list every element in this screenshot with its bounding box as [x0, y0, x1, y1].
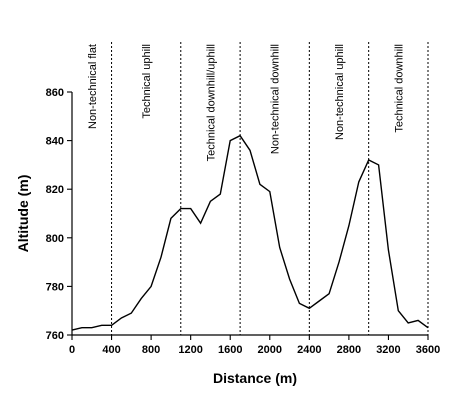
y-tick-label: 800 — [46, 233, 64, 245]
x-tick-label: 400 — [102, 344, 120, 356]
x-tick-label: 800 — [142, 344, 160, 356]
x-tick-label: 1200 — [178, 344, 202, 356]
x-tick-label: 2800 — [337, 344, 361, 356]
x-axis-title: Distance (m) — [213, 370, 297, 386]
x-tick-label: 2400 — [297, 344, 321, 356]
segment-label: Technical downhill — [393, 44, 405, 133]
segment-label: Non-technical downhill — [270, 44, 282, 154]
altitude-series-line — [71, 134, 429, 331]
y-tick-label: 820 — [46, 184, 64, 196]
segment-label: Technical uphill — [141, 44, 153, 119]
x-tick-label: 3600 — [416, 344, 440, 356]
segment-label: Technical downhill/uphill — [205, 44, 217, 161]
y-tick-label: 760 — [46, 330, 64, 342]
x-tick-label: 2000 — [258, 344, 282, 356]
x-tick-label: 3200 — [376, 344, 400, 356]
x-tick-label: 0 — [69, 344, 75, 356]
y-tick-label: 780 — [46, 281, 64, 293]
segment-label: Non-technical uphill — [334, 44, 346, 140]
x-tick-label: 1600 — [218, 344, 242, 356]
y-tick-label: 860 — [46, 87, 64, 99]
y-tick-label: 840 — [46, 136, 64, 148]
segment-label: Non-technical flat — [87, 44, 99, 129]
y-axis-title: Altitude (m) — [15, 175, 31, 253]
